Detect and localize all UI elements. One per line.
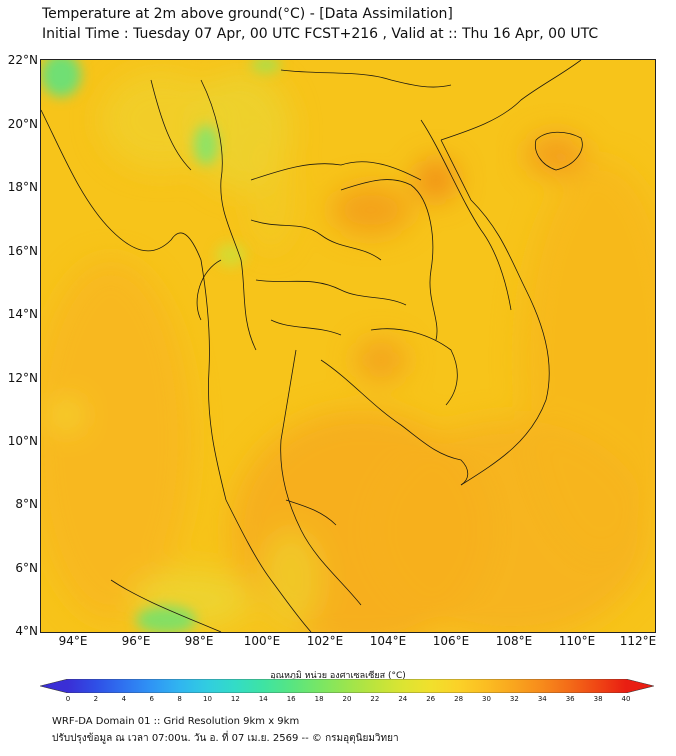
colorbar-tick-label: 34 [537, 695, 547, 703]
colorbar-tick-label: 16 [286, 695, 296, 703]
thailand-province-lines-2 [255, 279, 407, 306]
lat-label-14n: 14°N [7, 307, 38, 321]
indochina-east-coast [440, 139, 550, 486]
thailand-laos-border [250, 161, 422, 181]
lon-label-96e: 96°E [121, 634, 151, 648]
cambodia-border [370, 328, 458, 406]
lat-label-16n: 16°N [7, 244, 38, 258]
lat-label-20n: 20°N [7, 117, 38, 131]
lat-label-12n: 12°N [7, 371, 38, 385]
lat-label-8n: 8°N [15, 497, 38, 511]
colorbar-tick-label: 22 [370, 695, 380, 703]
lon-label-106e: 106°E [432, 634, 470, 648]
mekong-river [340, 179, 438, 341]
temperature-field-shading [41, 70, 655, 632]
myanmar-thailand-border [200, 79, 257, 351]
lat-label-22n: 22°N [7, 53, 38, 67]
lon-label-102e: 102°E [306, 634, 344, 648]
colorbar-max-arrow [626, 679, 654, 693]
china-border [280, 69, 452, 88]
colorbar-tick-label: 14 [258, 695, 268, 703]
hainan-island [534, 131, 583, 171]
sumatra-coast [110, 579, 222, 632]
colorbar-tick-label: 20 [342, 695, 352, 703]
colorbar-tick-label: 8 [177, 695, 182, 703]
thailand-province-lines-3 [270, 319, 342, 336]
lon-label-108e: 108°E [495, 634, 533, 648]
lat-label-4n: 4°N [15, 624, 38, 638]
lon-label-110e: 110°E [558, 634, 596, 648]
colorbar-tick-label: 2 [93, 695, 99, 703]
malay-peninsula-west-coast [225, 499, 312, 632]
temperature-map[interactable] [40, 59, 656, 633]
lon-label-94e: 94°E [58, 634, 88, 648]
colorbar-tick-label: 26 [426, 695, 436, 703]
lat-label-10n: 10°N [7, 434, 38, 448]
colorbar-min-arrow [40, 679, 68, 693]
chart-subtitle: Initial Time : Tuesday 07 Apr, 00 UTC FC… [42, 26, 599, 42]
colorbar-title: อุณหภูมิ หน่วย องศาเซลเซียส (°C) [270, 671, 406, 681]
colorbar-tick-label: 38 [593, 695, 603, 703]
colorbar-tick-label: 36 [565, 695, 575, 703]
footer-update-info: ปรับปรุงข้อมูล ณ เวลา 07:00น. วัน อ. ที่… [52, 733, 399, 744]
malaysia-border [285, 499, 337, 526]
colorbar [40, 679, 654, 693]
thailand-province-lines-1 [250, 219, 382, 261]
lon-label-112e: 112°E [619, 634, 657, 648]
colorbar-tick-label: 12 [230, 695, 240, 703]
myanmar-internal-border-2 [196, 259, 222, 321]
colorbar-tick-label: 0 [65, 695, 71, 703]
colorbar-tick-label: 32 [509, 695, 519, 703]
coastlines-and-borders [41, 60, 583, 632]
colorbar-tick-label: 4 [121, 695, 127, 703]
gulf-of-thailand-coast [280, 349, 362, 606]
colorbar-gradient [68, 679, 626, 693]
myanmar-internal-border-1 [150, 79, 192, 171]
vietnam-north-coast [440, 60, 582, 141]
laos-vietnam-border [420, 119, 512, 311]
colorbar-tick-label: 40 [621, 695, 631, 703]
lon-label-100e: 100°E [243, 634, 281, 648]
map-canvas [41, 60, 655, 632]
footer-model-info: WRF-DA Domain 01 :: Grid Resolution 9km … [52, 716, 300, 727]
colorbar-tick-label: 18 [314, 695, 324, 703]
lat-label-18n: 18°N [7, 180, 38, 194]
lat-label-6n: 6°N [15, 561, 38, 575]
bay-of-bengal-coast [41, 109, 227, 501]
temperature-field-cool-spots [41, 60, 281, 632]
chart-title: Temperature at 2m above ground(°C) - [Da… [42, 6, 453, 22]
gulf-of-thailand-east-coast [320, 359, 469, 486]
colorbar-tick-label: 10 [203, 695, 212, 703]
colorbar-tick-label: 28 [454, 695, 464, 703]
colorbar-tick-label: 24 [398, 695, 408, 703]
lon-label-104e: 104°E [369, 634, 407, 648]
colorbar-tick-label: 6 [149, 695, 154, 703]
lon-label-98e: 98°E [184, 634, 214, 648]
colorbar-tick-label: 30 [482, 695, 491, 703]
